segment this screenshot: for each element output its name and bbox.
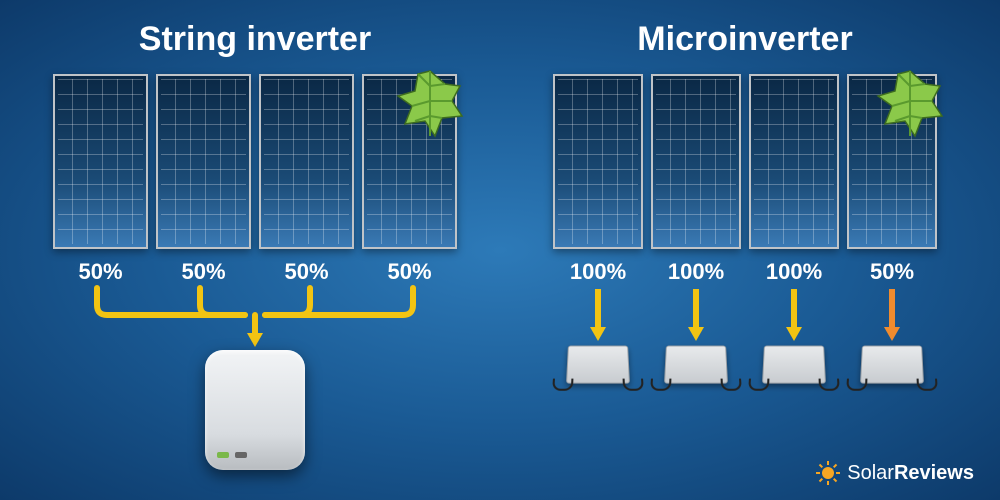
- solar-panel: [847, 74, 937, 249]
- sun-icon: [815, 460, 841, 486]
- solar-panel: [749, 74, 839, 249]
- percent-label: 50%: [362, 259, 457, 285]
- micro-inverters-row: [553, 344, 937, 384]
- micro-labels: 100% 100% 100% 50%: [553, 259, 937, 285]
- string-inverter-device: [205, 350, 305, 470]
- micro-arrow: [847, 287, 937, 342]
- leaf-icon: [390, 66, 470, 141]
- percent-label: 50%: [53, 259, 148, 285]
- string-labels: 50% 50% 50% 50%: [53, 259, 457, 285]
- micro-arrow: [553, 287, 643, 342]
- solar-panel: [553, 74, 643, 249]
- percent-label: 100%: [749, 259, 839, 285]
- micro-panels-row: [553, 74, 937, 249]
- connector-lines: [97, 288, 413, 333]
- percent-label: 50%: [259, 259, 354, 285]
- infographic-container: String inverter 50% 50% 50% 50%: [0, 0, 1000, 500]
- logo-text-bold: Reviews: [894, 462, 974, 484]
- microinverter-device: [847, 344, 937, 384]
- logo-text: SolarReviews: [847, 462, 974, 485]
- microinverter-device: [553, 344, 643, 384]
- solar-panel: [259, 74, 354, 249]
- micro-arrow: [749, 287, 839, 342]
- micro-arrow: [651, 287, 741, 342]
- micro-arrows-row: [553, 287, 937, 342]
- leaf-icon: [870, 66, 950, 141]
- percent-label: 50%: [156, 259, 251, 285]
- arrow-head: [247, 333, 263, 347]
- string-title: String inverter: [139, 20, 371, 59]
- string-inverter-column: String inverter 50% 50% 50% 50%: [30, 20, 500, 490]
- brand-logo: SolarReviews: [815, 460, 974, 486]
- microinverter-device: [651, 344, 741, 384]
- solar-panel: [651, 74, 741, 249]
- percent-label: 100%: [553, 259, 643, 285]
- microinverter-device: [749, 344, 839, 384]
- logo-text-thin: Solar: [847, 462, 894, 484]
- string-panels-row: [53, 74, 457, 249]
- percent-label: 50%: [847, 259, 937, 285]
- percent-label: 100%: [651, 259, 741, 285]
- solar-panel: [156, 74, 251, 249]
- string-connector: [49, 285, 461, 350]
- microinverter-column: Microinverter 100% 100% 100% 50%: [500, 20, 970, 490]
- micro-title: Microinverter: [637, 20, 852, 59]
- solar-panel: [362, 74, 457, 249]
- solar-panel: [53, 74, 148, 249]
